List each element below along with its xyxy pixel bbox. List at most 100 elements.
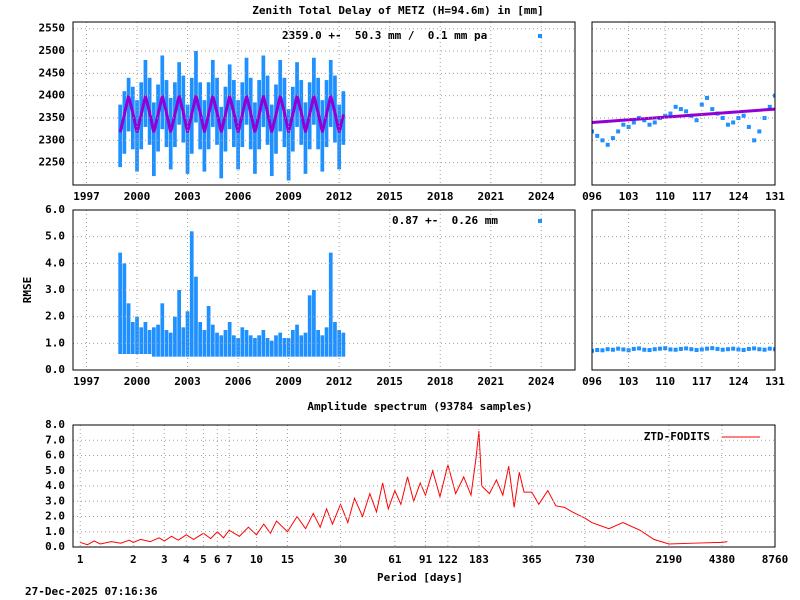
point	[684, 346, 689, 351]
point	[689, 347, 694, 352]
panel-frame	[72, 21, 576, 186]
x-tick-label: 2009	[275, 375, 302, 388]
point	[592, 348, 594, 353]
range-bar	[168, 332, 173, 357]
y-tick-label: 3.0	[45, 494, 65, 507]
range-bar	[122, 91, 127, 154]
x-tick-label: 4	[183, 553, 190, 566]
point	[605, 142, 610, 147]
range-bar	[147, 330, 152, 354]
range-bar	[295, 62, 299, 127]
y-tick-label: 2550	[39, 22, 66, 35]
y-tick-label: 1.0	[45, 525, 65, 538]
range-bar	[261, 55, 266, 127]
x-tick-label: 10	[250, 553, 263, 566]
x-tick-label: 117	[692, 190, 712, 203]
y-tick-label: 7.0	[45, 433, 65, 446]
range-bar	[333, 322, 337, 357]
point	[720, 347, 725, 352]
y-tick-label: 2350	[39, 111, 66, 124]
range-bar	[269, 104, 274, 177]
x-tick-label: 110	[655, 375, 675, 388]
point	[631, 346, 636, 351]
point	[657, 346, 662, 351]
range-bar	[337, 330, 342, 357]
point	[699, 347, 704, 352]
x-tick-label: 1997	[73, 375, 100, 388]
annotation-key	[538, 34, 542, 38]
point	[725, 347, 730, 352]
range-bar	[139, 327, 144, 354]
point	[652, 347, 657, 352]
y-tick-label: 2450	[39, 66, 66, 79]
range-bar	[253, 338, 257, 357]
x-tick-label: 124	[728, 375, 748, 388]
spectrum-line	[80, 431, 728, 546]
x-tick-label: 6	[214, 553, 221, 566]
range-bar	[194, 276, 198, 357]
x-tick-label: 3	[161, 553, 168, 566]
point	[673, 104, 678, 109]
point	[647, 122, 652, 127]
trend-line	[592, 107, 775, 124]
y-tick-label: 0.0	[45, 363, 65, 376]
x-tick-label: 2018	[427, 190, 454, 203]
point	[678, 346, 683, 351]
range-bar	[219, 335, 224, 357]
point	[736, 347, 741, 352]
range-bar	[316, 330, 320, 357]
y-tick-label: 2300	[39, 133, 66, 146]
panel-frame	[591, 209, 776, 371]
range-bar	[312, 290, 316, 357]
range-bar	[177, 290, 181, 357]
range-bar	[164, 330, 169, 357]
range-bar	[341, 332, 346, 357]
range-bar	[126, 77, 131, 132]
range-bar	[118, 104, 123, 168]
y-tick-label: 5.0	[45, 230, 65, 243]
range-bar	[312, 57, 316, 125]
x-tick-label: 2	[130, 553, 137, 566]
x-tick-label: 103	[619, 190, 639, 203]
model-line	[118, 95, 345, 133]
y-tick-label: 2.0	[45, 310, 65, 323]
x-tick-label: 117	[692, 375, 712, 388]
x-tick-label: 365	[522, 553, 542, 566]
range-bar	[181, 327, 186, 357]
point	[642, 347, 647, 352]
x-tick-label: 2012	[326, 190, 353, 203]
x-tick-label: 183	[469, 553, 489, 566]
point	[715, 346, 720, 351]
x-tick-label: 2000	[124, 375, 151, 388]
point	[673, 347, 678, 352]
range-bar	[194, 51, 198, 123]
x-tick-label: 096	[582, 375, 602, 388]
range-bar	[126, 303, 131, 354]
range-bar	[143, 322, 148, 354]
plot-area	[592, 93, 775, 147]
point	[731, 346, 736, 351]
chart-subtitle: Amplitude spectrum (93784 samples)	[307, 400, 532, 413]
range-bar	[282, 338, 287, 357]
range-bar	[206, 306, 211, 357]
point	[752, 138, 757, 143]
point	[684, 109, 689, 114]
annotation: 0.87 +- 0.26 mm	[392, 214, 498, 227]
range-bar	[198, 322, 203, 357]
y-axis-label: RMSE	[21, 277, 34, 304]
y-tick-label: 3.0	[45, 283, 65, 296]
annotation: 2359.0 +- 50.3 mm / 0.1 mm pa	[282, 29, 487, 42]
range-bar	[274, 335, 278, 357]
x-tick-label: 4380	[709, 553, 736, 566]
point	[616, 129, 621, 134]
x-tick-label: 2018	[427, 375, 454, 388]
range-bar	[160, 55, 165, 130]
range-bar	[261, 330, 266, 357]
range-bar	[202, 330, 207, 357]
point	[725, 122, 730, 127]
x-tick-label: 110	[655, 190, 675, 203]
range-bar	[122, 263, 127, 354]
point	[705, 95, 710, 100]
x-tick-label: 2021	[478, 375, 505, 388]
